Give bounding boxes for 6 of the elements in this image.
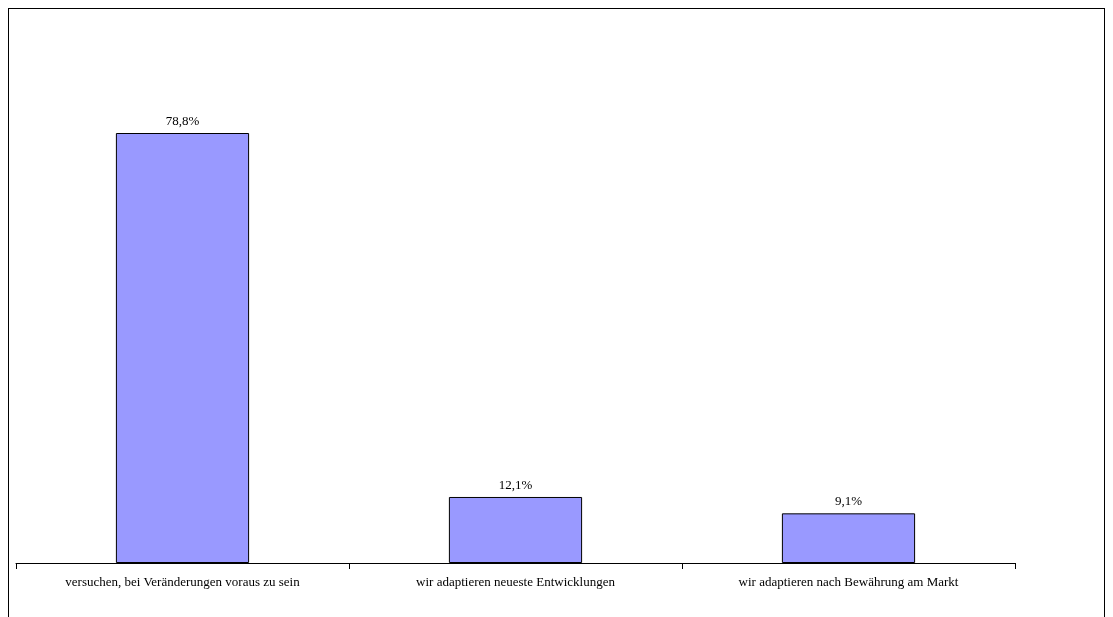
x-tick-label: wir adaptieren nach Bewährung am Markt	[738, 574, 959, 589]
data-label: 9,1%	[834, 493, 863, 509]
x-tick-label: versuchen, bei Veränderungen voraus zu sein	[65, 574, 301, 589]
data-label: 78,8%	[165, 113, 200, 128]
data-label: 12,1%	[498, 476, 533, 492]
x-tick-label: wir adaptieren neueste Entwicklungen	[416, 574, 616, 589]
